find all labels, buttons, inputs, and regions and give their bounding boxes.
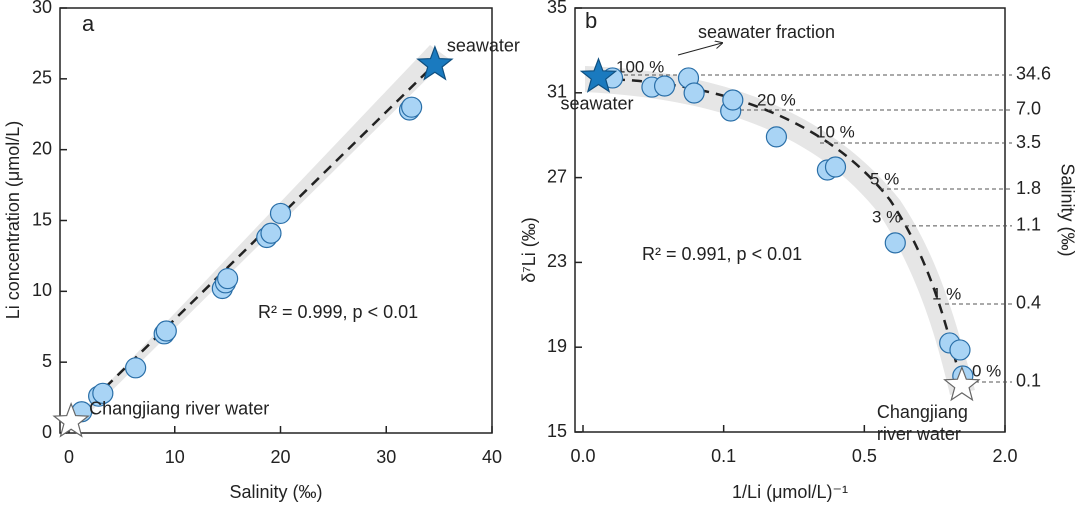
end-member-star xyxy=(416,44,454,81)
y-tick-label: 30 xyxy=(32,0,52,17)
data-point xyxy=(217,267,239,290)
y-tick-label: 35 xyxy=(547,0,567,17)
y-tick-label: 5 xyxy=(42,351,52,371)
x-tick-label: 10 xyxy=(165,447,185,467)
y2-tick-label: 7.0 xyxy=(1016,99,1041,119)
x-tick-label: 0.1 xyxy=(711,446,736,466)
data-point xyxy=(683,82,705,104)
y2-tick-label: 0.1 xyxy=(1016,371,1041,391)
data-point xyxy=(401,96,423,118)
y2-tick-label: 3.5 xyxy=(1016,132,1041,152)
data-point xyxy=(884,232,906,254)
data-point xyxy=(653,75,676,97)
arrow xyxy=(677,43,722,56)
end-member-label: Changjiang river water xyxy=(89,398,269,418)
end-member-label: river water xyxy=(877,424,961,444)
y-tick-label: 0 xyxy=(42,422,52,442)
x-tick-label: 0.0 xyxy=(570,446,595,466)
end-member-star xyxy=(943,365,981,402)
y2-tick-label: 1.1 xyxy=(1016,215,1041,235)
fraction-label: 3 % xyxy=(872,207,901,226)
y-tick-label: 19 xyxy=(547,336,567,356)
annotation: R² = 0.999, p < 0.01 xyxy=(258,302,418,322)
confidence-band xyxy=(585,66,975,395)
y-tick-label: 20 xyxy=(32,138,52,158)
end-member-star xyxy=(579,57,618,93)
data-point xyxy=(260,222,282,244)
data-point xyxy=(92,382,114,404)
panel-label: b xyxy=(585,8,597,33)
x-axis-label: Salinity (‰) xyxy=(229,482,322,502)
x-tick-label: 30 xyxy=(376,447,396,467)
y2-tick-label: 0.4 xyxy=(1016,293,1041,313)
y-tick-label: 31 xyxy=(547,82,567,102)
y-tick-label: 27 xyxy=(547,166,567,186)
fraction-label: 5 % xyxy=(870,169,899,188)
data-point xyxy=(125,357,147,379)
x-tick-label: 0.5 xyxy=(852,446,877,466)
frame-b xyxy=(574,7,1006,433)
end-member-star xyxy=(52,401,90,438)
fraction-label: 1 % xyxy=(932,284,961,303)
y2-tick-label: 1.8 xyxy=(1016,178,1041,198)
x-axis-label: 1/Li (μmol/L)⁻¹ xyxy=(732,482,848,502)
fraction-label: 10 % xyxy=(816,122,855,141)
end-member-label: seawater xyxy=(560,94,633,114)
panel-label: a xyxy=(82,11,95,36)
x-tick-label: 2.0 xyxy=(992,446,1017,466)
x-tick-label: 0 xyxy=(64,447,74,467)
y-tick-label: 10 xyxy=(32,280,52,300)
y-tick-label: 15 xyxy=(32,209,52,229)
y-tick-label: 15 xyxy=(547,421,567,441)
end-member-label: Changjiang xyxy=(877,402,968,422)
fraction-label: 0 % xyxy=(972,361,1001,380)
y-tick-label: 23 xyxy=(547,251,567,271)
fit-line xyxy=(68,64,435,424)
data-point xyxy=(269,202,292,225)
end-member-label: seawater xyxy=(447,35,520,55)
data-point xyxy=(155,320,177,342)
y2-axis-label: Salinity (‰) xyxy=(1057,163,1077,256)
y-axis-label: δ⁷Li (‰) xyxy=(519,217,539,283)
annotation: R² = 0.991, p < 0.01 xyxy=(642,244,802,264)
data-point xyxy=(949,339,971,361)
data-point xyxy=(765,126,788,148)
y-tick-label: 25 xyxy=(32,68,52,88)
data-point xyxy=(824,156,847,178)
fraction-label: 100 % xyxy=(616,57,664,76)
data-point xyxy=(722,89,744,111)
y2-tick-label: 34.6 xyxy=(1016,64,1051,84)
fraction-title: seawater fraction xyxy=(698,22,835,42)
x-tick-label: 40 xyxy=(482,447,502,467)
fraction-label: 20 % xyxy=(757,90,796,109)
y-axis-label: Li concentration (μmol/L) xyxy=(3,121,23,319)
x-tick-label: 20 xyxy=(270,447,290,467)
